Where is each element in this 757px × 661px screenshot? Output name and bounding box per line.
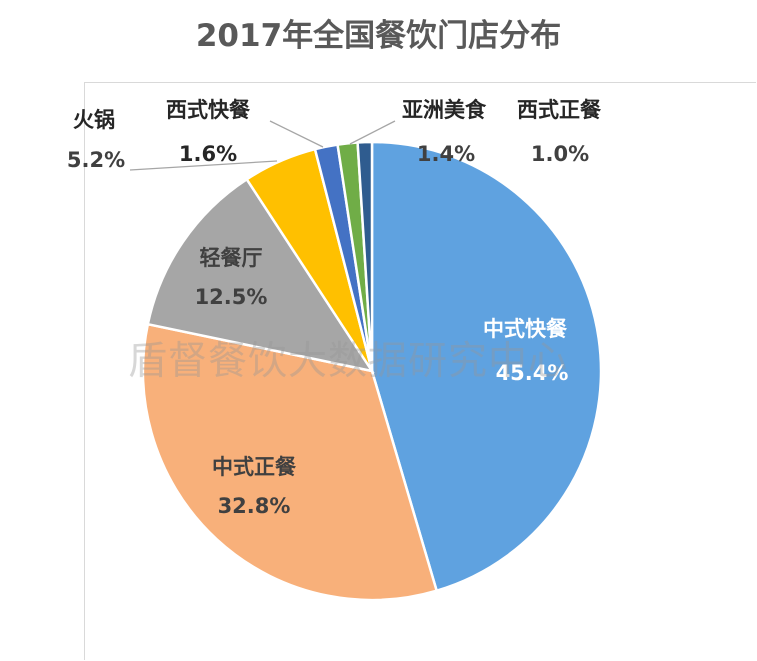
slice-percent-label-1: 45.4% [496,361,569,385]
slice-name-label-2: 中式正餐 [212,455,297,479]
slice-name-label-6: 亚洲美食 [402,98,487,122]
slice-name-label-1: 中式快餐 [483,317,568,341]
pie-slices [141,140,603,602]
leader-lines [129,120,396,171]
pie-slice-3 [146,177,375,373]
slice-percent-label-4: 5.2% [67,148,125,172]
leader-line-6 [349,120,396,145]
slice-percent-label-3: 12.5% [195,285,268,309]
pie-slice-2 [141,322,439,602]
slice-name-label-4: 火锅 [73,108,115,132]
leader-line-4 [129,160,278,171]
slice-name-label-7: 西式正餐 [517,98,602,122]
pie-slice-7 [356,140,374,372]
slice-name-label-5: 西式快餐 [166,98,251,122]
slice-labels: 中式快餐 45.4% 中式正餐 32.8% 轻餐厅 12.5% 火锅 5.2% 西式快餐 1.6%… [67,98,602,518]
leader-line-5 [269,120,324,148]
slice-percent-label-2: 32.8% [218,494,291,518]
slice-percent-label-6: 1.4% [417,142,475,166]
watermark-text: 盾督餐饮大数据研究中心 [128,339,569,384]
chart-title: 2017年全国餐饮门店分布 [195,18,562,54]
slice-name-label-3: 轻餐厅 [200,246,263,270]
pie-slice-1 [370,140,603,593]
slice-percent-label-5: 1.6% [179,142,237,166]
chart-frame [84,82,756,660]
slice-percent-label-7: 1.0% [531,142,589,166]
